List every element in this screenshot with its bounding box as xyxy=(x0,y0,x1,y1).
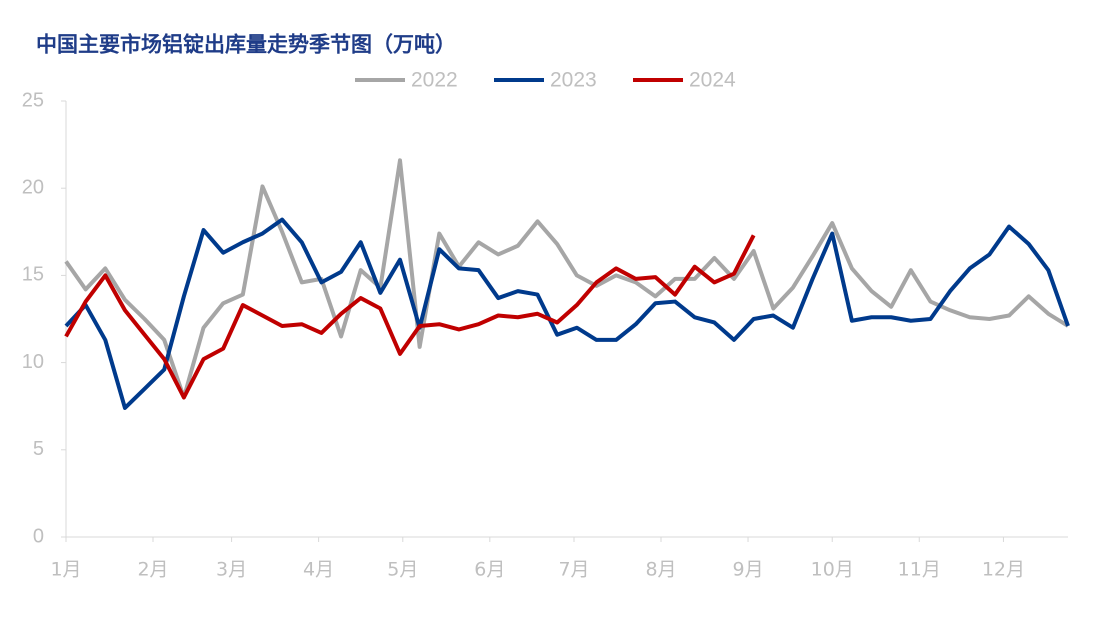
line-series xyxy=(64,234,756,400)
x-tick-label: 1月 xyxy=(50,559,81,581)
x-tick-label: 6月 xyxy=(474,559,505,581)
x-tick-label: 8月 xyxy=(645,559,676,581)
x-tick-label: 4月 xyxy=(303,559,334,581)
x-tick-label: 7月 xyxy=(558,559,589,581)
legend-label: 2022 xyxy=(411,69,458,92)
y-tick-label: 0 xyxy=(33,525,44,547)
y-tick-label: 20 xyxy=(22,176,44,198)
x-tick-label: 12月 xyxy=(982,559,1025,581)
y-tick-label: 5 xyxy=(33,438,44,460)
chart-title: 中国主要市场铝锭出库量走势季节图（万吨） xyxy=(36,32,456,57)
y-tick-label: 25 xyxy=(22,89,44,111)
y-tick-label: 15 xyxy=(22,264,44,286)
legend-label: 2023 xyxy=(550,69,597,92)
line-series xyxy=(64,217,1070,410)
x-tick-label: 11月 xyxy=(898,559,941,581)
x-tick-label: 10月 xyxy=(811,559,854,581)
line-series xyxy=(64,158,1070,400)
x-tick-label: 2月 xyxy=(137,559,168,581)
x-tick-label: 9月 xyxy=(732,559,763,581)
y-tick-label: 10 xyxy=(22,351,44,373)
x-tick-label: 5月 xyxy=(387,559,418,581)
legend-label: 2024 xyxy=(689,69,736,92)
x-tick-label: 3月 xyxy=(216,559,247,581)
